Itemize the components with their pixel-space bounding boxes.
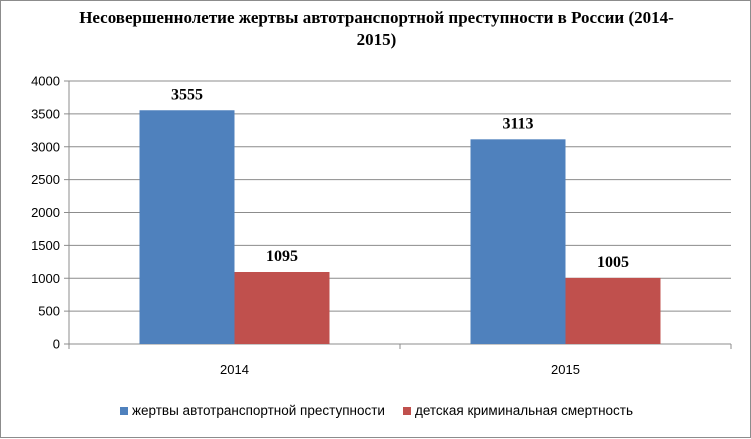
legend-label-series-2: детская криминальная смертность [414,403,633,418]
legend-label-series-1: жертвы автотранспортной преступности [132,403,385,418]
x-tick-label-2015: 2015 [551,362,580,377]
bar-2015-series-1 [470,139,566,344]
y-tick-label-3000: 3000 [31,139,60,154]
y-tick-label-2000: 2000 [31,205,60,220]
legend-swatch-series-1 [120,406,128,415]
y-tick-label-1500: 1500 [31,238,60,253]
bar-2014-series-2 [234,272,330,344]
data-label-2015-series-2: 1005 [597,254,629,271]
chart-title: Несовершеннолетие жертвы автотранспортно… [79,8,674,49]
y-tick-label-0: 0 [53,337,60,352]
y-tick-label-3500: 3500 [31,106,60,121]
chart-legend: жертвы автотранспортной преступности дет… [1,403,751,418]
x-tick-label-2014: 2014 [220,362,249,377]
legend-swatch-series-2 [402,406,411,415]
y-tick-label-1000: 1000 [31,271,60,286]
legend-item-series-2: детская криминальная смертность [402,403,633,418]
bar-2014-series-1 [139,110,235,344]
legend-item-series-1: жертвы автотранспортной преступности [120,403,385,418]
y-tick-label-4000: 4000 [31,74,60,89]
data-label-2014-series-1: 3555 [171,86,203,103]
data-label-2015-series-1: 3113 [502,115,533,132]
y-tick-label-500: 500 [38,304,60,319]
data-label-2014-series-2: 1095 [266,248,298,265]
bar-2015-series-2 [565,277,661,344]
y-tick-label-2500: 2500 [31,172,60,187]
